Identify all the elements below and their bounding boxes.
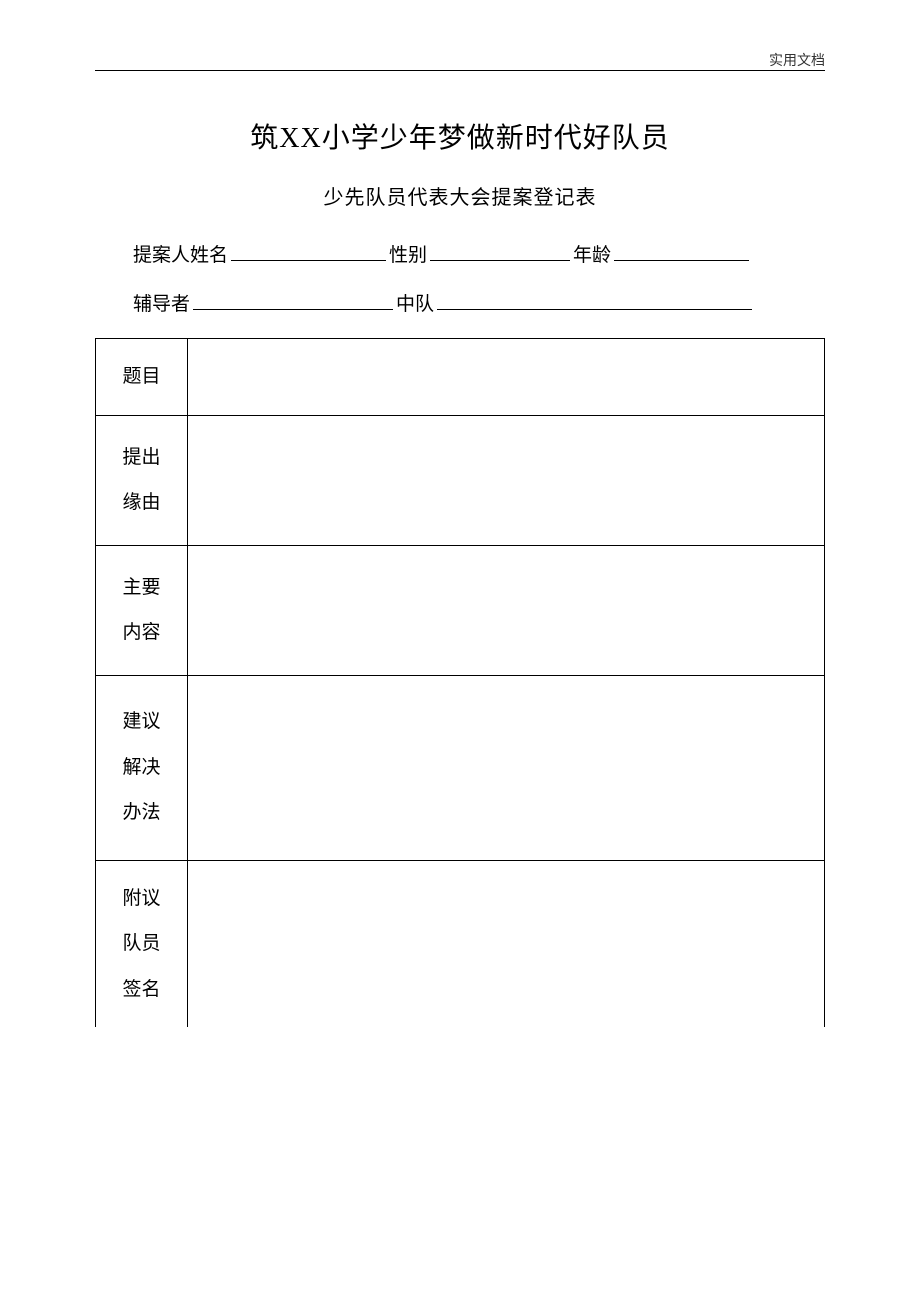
advisor-label: 辅导者 [133,289,190,316]
signatures-label-line2: 队员 [122,933,160,954]
table-row-reason: 提出 缘由 [96,415,825,545]
topic-label: 题目 [96,339,188,416]
solution-label-line2: 解决 [122,757,160,778]
solution-content[interactable] [188,675,825,860]
reason-label-line1: 提出 [122,447,160,468]
table-row-signatures: 附议 队员 签名 [96,860,825,1027]
proposal-table: 题目 提出 缘由 主要 内容 建议 解决 办法 [95,338,825,1027]
advisor-field[interactable] [193,309,393,310]
team-field[interactable] [437,309,752,310]
signatures-content[interactable] [188,860,825,1027]
proposer-name-label: 提案人姓名 [133,240,228,267]
signatures-label-line3: 签名 [122,979,160,1000]
form-line-1: 提案人姓名 性别 年龄 [133,240,825,267]
solution-label: 建议 解决 办法 [96,675,188,860]
reason-label-line2: 缘由 [122,492,160,513]
proposer-name-field[interactable] [231,260,386,261]
table-row-topic: 题目 [96,339,825,416]
table-row-solution: 建议 解决 办法 [96,675,825,860]
gender-label: 性别 [389,240,427,267]
document-title-sub: 少先队员代表大会提案登记表 [95,181,825,210]
main-content-label-line1: 主要 [122,577,160,598]
signatures-label-line1: 附议 [122,888,160,909]
reason-content[interactable] [188,415,825,545]
main-content-label-line2: 内容 [122,622,160,643]
signatures-label: 附议 队员 签名 [96,860,188,1027]
age-field[interactable] [614,260,749,261]
main-content-label: 主要 内容 [96,545,188,675]
solution-label-line1: 建议 [122,711,160,732]
age-label: 年龄 [573,240,611,267]
table-row-main-content: 主要 内容 [96,545,825,675]
topic-content[interactable] [188,339,825,416]
solution-label-line3: 办法 [122,802,160,823]
team-label: 中队 [396,289,434,316]
header-category-label: 实用文档 [769,50,825,70]
main-content-field[interactable] [188,545,825,675]
gender-field[interactable] [430,260,570,261]
page-container: 实用文档 筑XX小学少年梦做新时代好队员 少先队员代表大会提案登记表 提案人姓名… [0,0,920,1027]
document-title-main: 筑XX小学少年梦做新时代好队员 [95,116,825,156]
reason-label: 提出 缘由 [96,415,188,545]
header-divider: 实用文档 [95,70,825,71]
form-line-2: 辅导者 中队 [133,289,825,316]
